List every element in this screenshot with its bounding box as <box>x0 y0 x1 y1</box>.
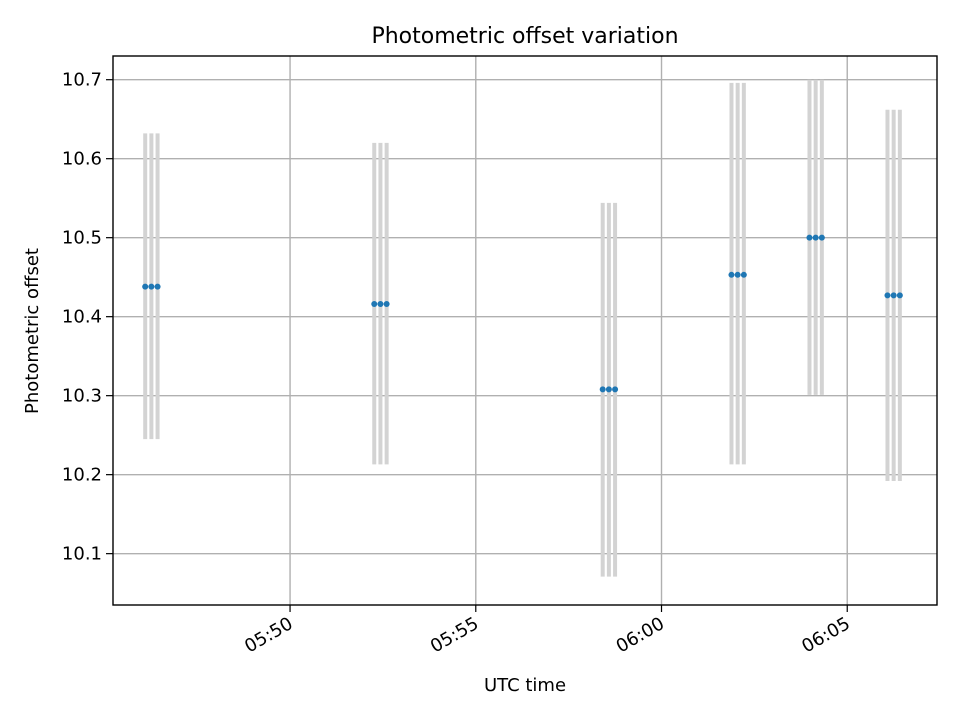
data-points <box>142 234 903 393</box>
x-axis-label: UTC time <box>484 675 566 696</box>
data-point <box>612 386 619 393</box>
data-point <box>896 292 903 299</box>
data-point <box>148 283 155 290</box>
data-point <box>728 271 735 278</box>
data-point <box>154 283 161 290</box>
y-tick-label: 10.1 <box>62 544 102 565</box>
grid-lines <box>113 56 937 605</box>
y-tick-label: 10.7 <box>62 70 102 91</box>
data-point <box>890 292 897 299</box>
data-point <box>812 234 819 241</box>
plot-area-frame <box>112 55 938 606</box>
data-point <box>818 234 825 241</box>
data-point <box>377 301 384 308</box>
y-axis-label: Photometric offset <box>22 248 43 414</box>
data-point <box>383 301 390 308</box>
data-point <box>142 283 149 290</box>
y-tick-label: 10.3 <box>62 386 102 407</box>
data-point <box>884 292 891 299</box>
y-tick-label: 10.2 <box>62 465 102 486</box>
data-point <box>605 386 612 393</box>
data-point <box>806 234 813 241</box>
data-point <box>734 271 741 278</box>
y-tick-label: 10.6 <box>62 149 102 170</box>
y-tick-label: 10.5 <box>62 228 102 249</box>
data-point <box>599 386 606 393</box>
y-tick-label: 10.4 <box>62 307 102 328</box>
chart-title: Photometric offset variation <box>371 24 678 49</box>
data-point <box>371 301 378 308</box>
data-point <box>740 271 747 278</box>
